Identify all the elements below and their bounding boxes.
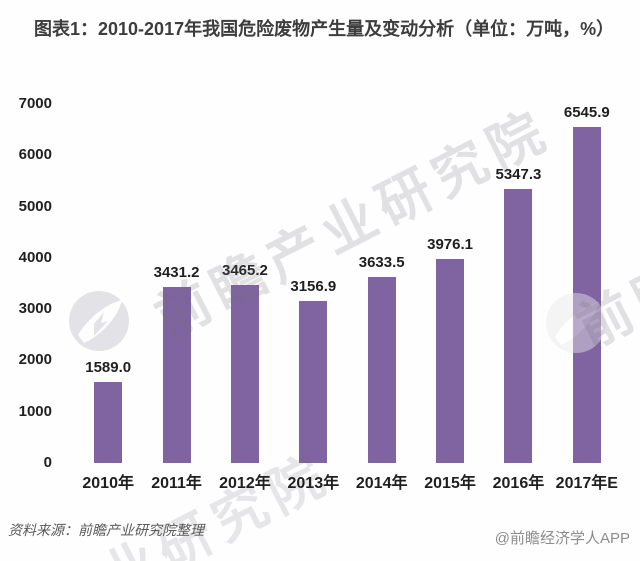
x-axis-category-label: 2014年 [355, 475, 408, 492]
bar-value-label: 1589.0 [85, 358, 132, 376]
y-axis-tick-label: 4000 [18, 248, 52, 266]
bar-group: 3431.2 [142, 104, 210, 463]
plot-area: 1589.0 3431.2 3465.2 3156.9 3633.5 3976.1 5347… [74, 104, 621, 463]
bar-group: 3156.9 [279, 104, 347, 463]
bar-group: 3976.1 [416, 104, 484, 463]
x-axis-category-label: 2015年 [424, 475, 476, 492]
bar-group: 5347.3 [484, 104, 552, 463]
bar-value-label: 5347.3 [495, 165, 542, 183]
x-axis-category-label: 2012年 [219, 475, 271, 492]
y-axis-tick-label: 6000 [18, 146, 52, 164]
x-axis-category-label: 2016年 [492, 475, 545, 492]
x-axis-category-label: 2013年 [287, 475, 340, 492]
bar-value-label: 3156.9 [290, 278, 337, 296]
bar [572, 127, 601, 463]
bar [299, 301, 328, 463]
x-axis-category-label: 2010年 [82, 475, 134, 492]
y-axis: 0 1000 2000 3000 4000 5000 6000 7000 [0, 0, 54, 561]
x-axis: 2010年 2011年 2012年 2013年 2014年 2015年 2016年 2017年… [74, 469, 621, 493]
bar-value-label: 3431.2 [153, 264, 200, 281]
y-axis-tick-label: 3000 [18, 300, 52, 318]
chart-title: 图表1：2010-2017年我国危险废物产生量及变动分析（单位：万吨，%） [34, 19, 615, 39]
bar-value-label: 6545.9 [563, 104, 610, 122]
bar-group: 6545.9 [553, 104, 621, 463]
bar-value-label: 3465.2 [221, 262, 268, 280]
bar-value-label: 3976.1 [427, 236, 473, 254]
source-note: 资料来源：前瞻产业研究院整理 [8, 522, 204, 538]
bar [162, 287, 191, 463]
bar [436, 259, 465, 463]
bar [367, 276, 396, 463]
y-axis-tick-label: 1000 [18, 402, 52, 420]
bar [230, 285, 259, 463]
bar [94, 381, 123, 463]
credit-note: @前瞻经济学人APP [494, 530, 630, 547]
bar-group: 1589.0 [74, 104, 142, 463]
bar-value-label: 3633.5 [358, 253, 405, 271]
y-axis-tick-label: 7000 [18, 95, 52, 112]
y-axis-tick-label: 0 [43, 454, 52, 471]
y-axis-tick-label: 2000 [18, 351, 52, 369]
x-axis-category-label: 2011年 [151, 475, 202, 492]
bar-group: 3465.2 [211, 104, 279, 463]
y-axis-tick-label: 5000 [18, 197, 52, 215]
bar [504, 188, 533, 463]
x-axis-category-label: 2017年E [555, 475, 618, 492]
bar-group: 3633.5 [348, 104, 416, 463]
